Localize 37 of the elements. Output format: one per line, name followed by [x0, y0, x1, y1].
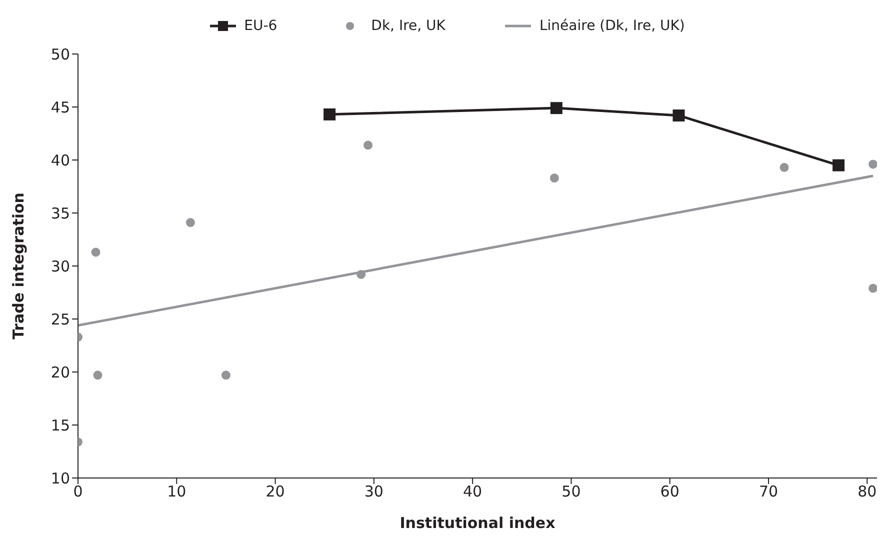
- y-tick-label: 10: [50, 469, 70, 488]
- point: [550, 102, 562, 114]
- legend-label: Dk, Ire, UK: [371, 18, 446, 34]
- point: [324, 108, 336, 120]
- x-tick-label: 0: [73, 482, 83, 501]
- legend-label: Linéaire (Dk, Ire, UK): [539, 18, 685, 34]
- x-tick-label: 80: [858, 482, 877, 501]
- legend-label: EU-6: [244, 18, 278, 34]
- point: [91, 248, 100, 257]
- y-tick-label: 50: [50, 45, 70, 64]
- x-tick-label: 50: [562, 482, 581, 501]
- point: [356, 270, 366, 279]
- y-tick-label: 45: [50, 98, 70, 116]
- y-tick-label: 15: [50, 416, 70, 434]
- y-tick-label: 40: [50, 151, 70, 170]
- x-tick-label: 40: [463, 482, 482, 501]
- x-tick-label: 30: [364, 482, 384, 501]
- x-tick-label: 70: [758, 482, 778, 501]
- point: [364, 140, 373, 150]
- point: [868, 160, 877, 169]
- y-tick-label: 35: [50, 204, 70, 222]
- y-tick-label: 30: [50, 257, 70, 276]
- point: [550, 174, 559, 183]
- y-tick-label: 20: [50, 363, 70, 382]
- y-tick-label: 25: [50, 310, 70, 328]
- point: [672, 109, 685, 122]
- x-tick-label: 20: [266, 482, 285, 501]
- x-axis-title: Institutional index: [400, 514, 556, 532]
- point: [780, 162, 789, 172]
- point: [221, 370, 230, 380]
- point: [832, 159, 845, 172]
- point: [868, 284, 877, 293]
- x-tick-label: 10: [167, 482, 186, 501]
- point: [93, 370, 102, 380]
- y-axis-title: Trade integration: [9, 192, 28, 340]
- x-tick-label: 60: [660, 482, 680, 501]
- point: [186, 218, 195, 228]
